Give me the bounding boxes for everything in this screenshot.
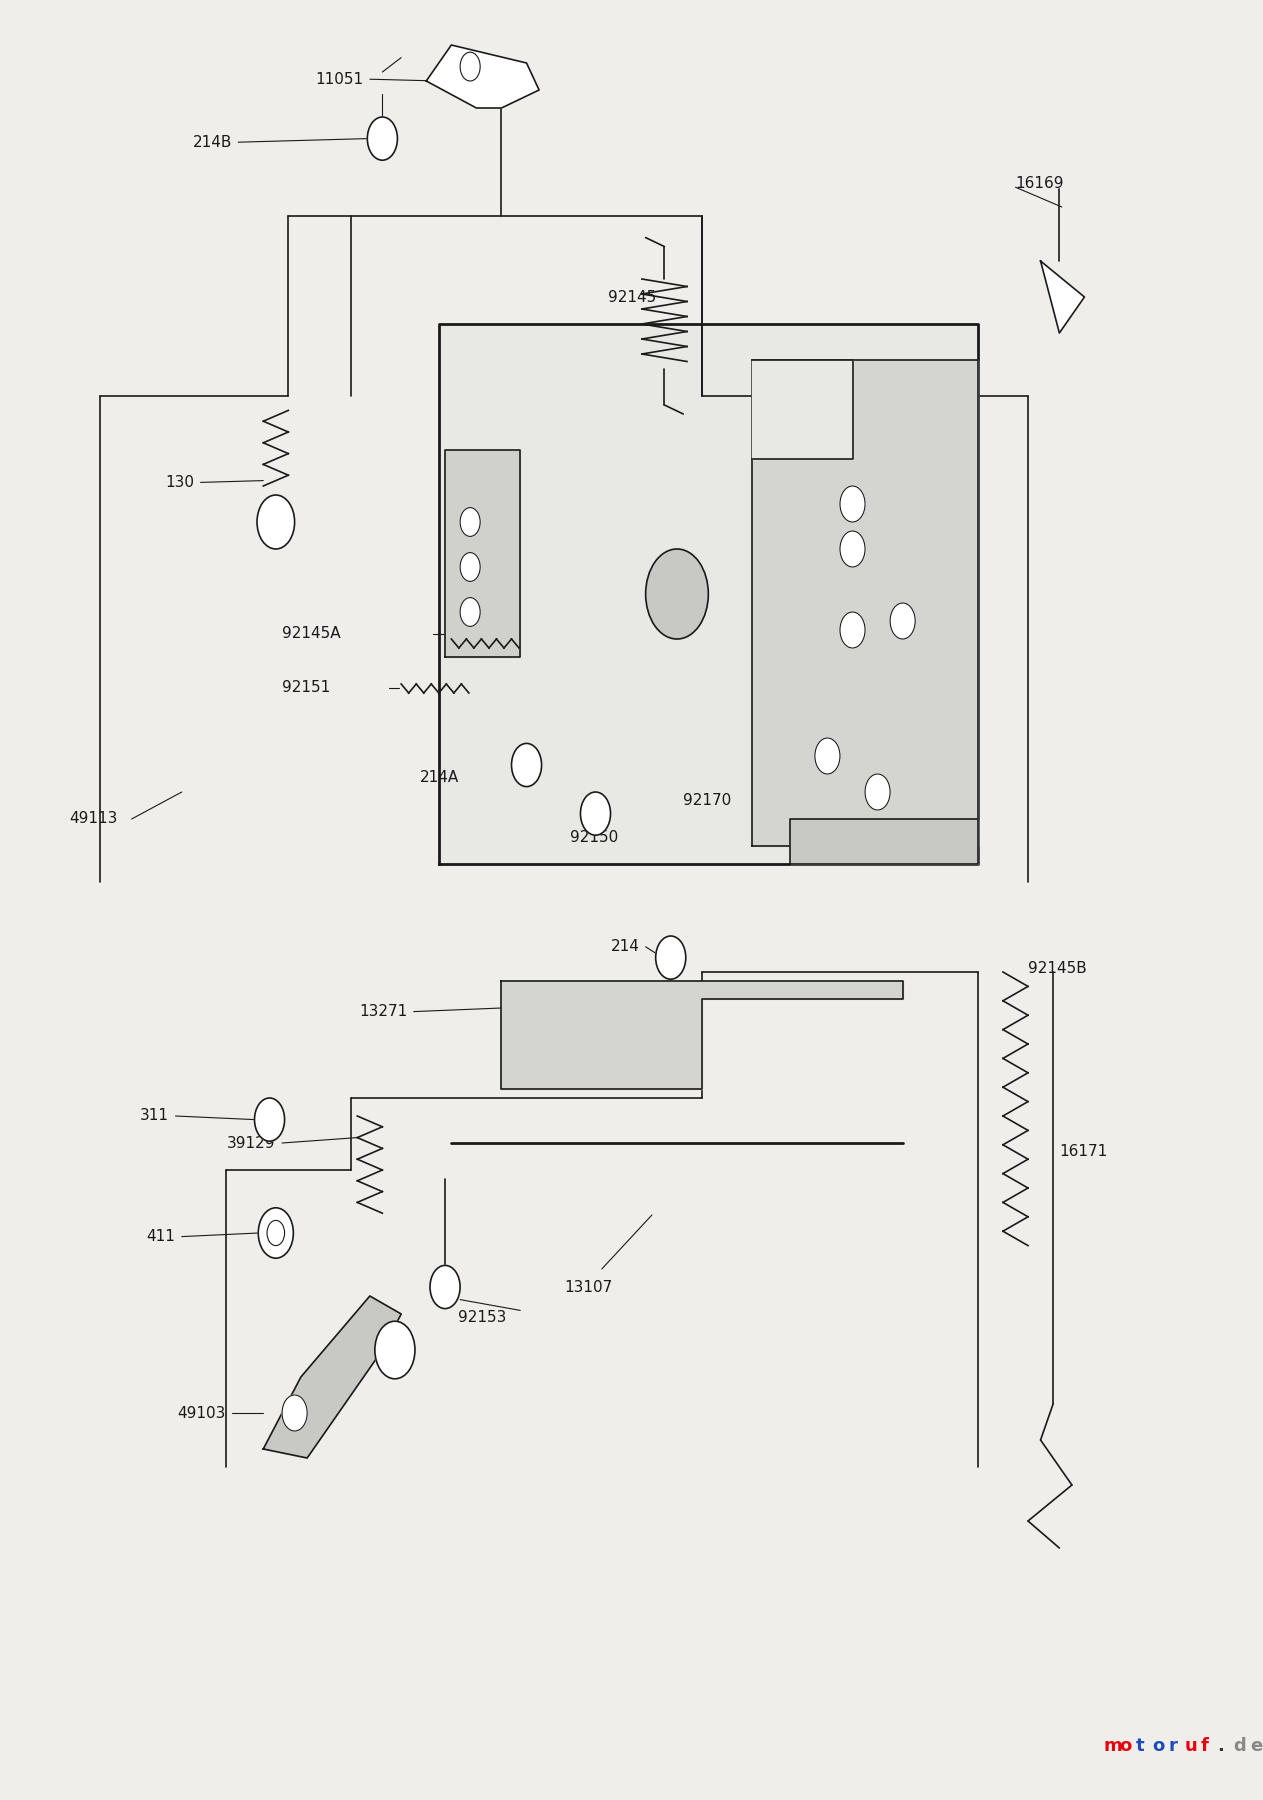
Circle shape	[282, 1395, 307, 1431]
Text: 214B: 214B	[192, 135, 232, 149]
Circle shape	[460, 52, 480, 81]
Text: 411: 411	[147, 1229, 176, 1244]
Text: 92153: 92153	[457, 1310, 506, 1325]
Circle shape	[460, 598, 480, 626]
Text: r: r	[1168, 1737, 1177, 1755]
Circle shape	[255, 1098, 284, 1141]
Polygon shape	[789, 819, 978, 864]
Text: 311: 311	[140, 1109, 169, 1123]
Polygon shape	[263, 1296, 402, 1458]
Circle shape	[890, 603, 916, 639]
Text: 130: 130	[165, 475, 195, 490]
Polygon shape	[438, 324, 978, 864]
Text: 92145A: 92145A	[282, 626, 341, 641]
Circle shape	[368, 117, 398, 160]
Text: 92151: 92151	[282, 680, 331, 695]
Text: u: u	[1185, 1737, 1197, 1755]
Text: 92170: 92170	[683, 794, 731, 808]
Text: o: o	[1152, 1737, 1164, 1755]
Text: 214: 214	[610, 940, 639, 954]
Circle shape	[581, 792, 610, 835]
Text: 214A: 214A	[421, 770, 460, 785]
Text: 49113: 49113	[69, 812, 117, 826]
Text: 13107: 13107	[565, 1280, 613, 1294]
Text: e: e	[1250, 1737, 1262, 1755]
Circle shape	[429, 1265, 460, 1309]
Circle shape	[375, 1321, 416, 1379]
Circle shape	[815, 738, 840, 774]
Circle shape	[460, 553, 480, 581]
Polygon shape	[445, 450, 520, 657]
Text: 39129: 39129	[227, 1136, 275, 1150]
Text: 16171: 16171	[1060, 1145, 1108, 1159]
Circle shape	[840, 612, 865, 648]
Polygon shape	[501, 981, 903, 1089]
Text: f: f	[1201, 1737, 1209, 1755]
Text: 16169: 16169	[1015, 176, 1063, 191]
Text: 13271: 13271	[359, 1004, 408, 1019]
Text: 92145B: 92145B	[1028, 961, 1086, 976]
Text: .: .	[1218, 1737, 1224, 1755]
Circle shape	[645, 549, 709, 639]
Polygon shape	[426, 45, 539, 108]
Text: d: d	[1234, 1737, 1247, 1755]
Circle shape	[266, 1220, 284, 1246]
Circle shape	[865, 774, 890, 810]
Circle shape	[840, 531, 865, 567]
Circle shape	[256, 495, 294, 549]
Text: o: o	[1119, 1737, 1132, 1755]
Text: t: t	[1135, 1737, 1144, 1755]
Text: 49103: 49103	[177, 1406, 226, 1420]
Circle shape	[655, 936, 686, 979]
Text: 92145: 92145	[608, 290, 657, 304]
Circle shape	[460, 508, 480, 536]
Circle shape	[258, 1208, 293, 1258]
Polygon shape	[753, 360, 978, 846]
Polygon shape	[753, 360, 853, 459]
Polygon shape	[1041, 261, 1085, 333]
Text: m: m	[1104, 1737, 1122, 1755]
Circle shape	[840, 486, 865, 522]
Text: 92150: 92150	[571, 830, 619, 844]
Text: 11051: 11051	[316, 72, 364, 86]
Circle shape	[512, 743, 542, 787]
